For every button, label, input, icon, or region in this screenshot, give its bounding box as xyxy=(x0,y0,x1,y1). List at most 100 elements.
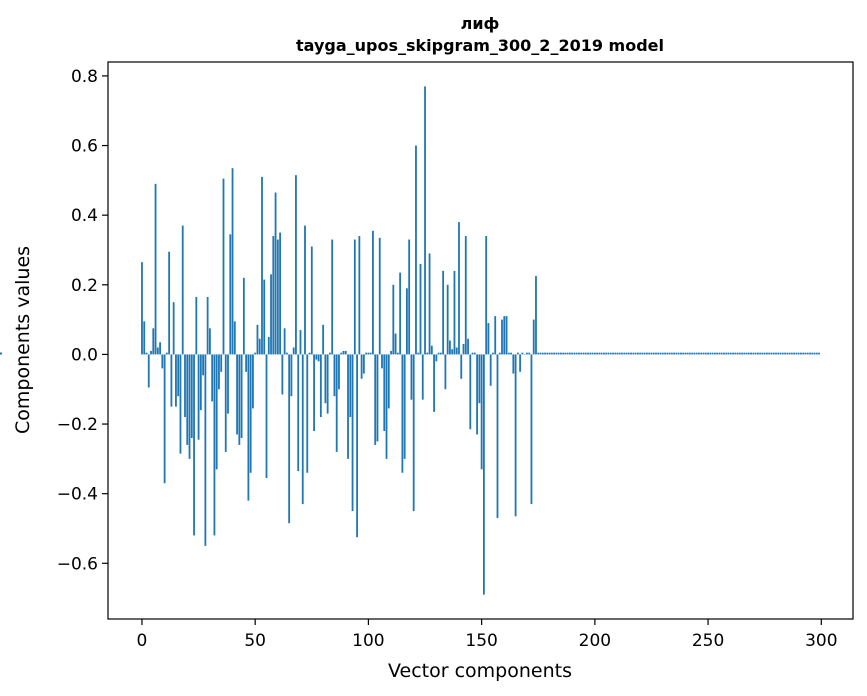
bar-25 xyxy=(197,354,200,440)
bar-266 xyxy=(743,352,746,355)
bar-208 xyxy=(612,352,614,355)
bar-180 xyxy=(548,352,551,355)
bar-220 xyxy=(639,352,642,355)
bar-91 xyxy=(347,354,349,459)
bar-10 xyxy=(163,354,166,484)
bar-219 xyxy=(636,352,639,355)
bar-281 xyxy=(777,352,780,355)
bar-118 xyxy=(408,239,411,355)
bar-106 xyxy=(381,354,383,369)
bar-234 xyxy=(670,352,673,355)
bar-19 xyxy=(184,354,186,418)
bar-197 xyxy=(587,352,589,355)
bar-269 xyxy=(750,352,752,355)
bar-188 xyxy=(566,352,569,355)
bar-150 xyxy=(480,354,483,470)
bar-43 xyxy=(238,354,241,445)
bar-232 xyxy=(666,352,669,355)
y-tick-label: −0.4 xyxy=(57,485,98,505)
x-tick-label: 200 xyxy=(579,631,611,651)
bar-207 xyxy=(609,352,612,355)
x-tick-label: 300 xyxy=(805,631,837,651)
bar-174 xyxy=(535,276,537,355)
bar-196 xyxy=(584,352,587,355)
bar-112 xyxy=(394,333,397,355)
bar-137 xyxy=(451,349,454,355)
chart-title: лиф xyxy=(461,14,500,33)
bar-189 xyxy=(569,352,571,355)
bar-54 xyxy=(263,279,266,355)
bar-39 xyxy=(229,234,232,355)
bar-164 xyxy=(512,354,515,374)
bar-110 xyxy=(390,350,392,355)
bar-279 xyxy=(772,352,775,355)
bar-57 xyxy=(270,274,272,355)
bar-26 xyxy=(199,354,202,411)
bar-209 xyxy=(614,352,617,355)
bar-35 xyxy=(220,354,223,372)
bar-86 xyxy=(335,354,338,452)
bar-122 xyxy=(417,352,420,355)
x-tick-label: 100 xyxy=(352,631,384,651)
bar-32 xyxy=(213,354,216,536)
bar-111 xyxy=(392,284,395,355)
bar-258 xyxy=(725,352,728,355)
bar-248 xyxy=(702,352,705,355)
bar-264 xyxy=(738,352,741,355)
bar-286 xyxy=(788,352,791,355)
bar-239 xyxy=(682,352,685,355)
bar-261 xyxy=(732,352,734,355)
bar-245 xyxy=(695,352,698,355)
bar-159 xyxy=(501,319,503,355)
bar-114 xyxy=(399,272,402,355)
bar-134 xyxy=(444,354,447,390)
bar-204 xyxy=(603,352,605,355)
bar-21 xyxy=(188,354,191,459)
bar-90 xyxy=(344,350,347,355)
bar-235 xyxy=(673,352,676,355)
bar-296 xyxy=(811,352,814,355)
bar-149 xyxy=(478,354,481,404)
bar-238 xyxy=(680,352,682,355)
y-tick-label: −0.6 xyxy=(57,554,98,574)
bar-283 xyxy=(781,352,784,355)
bar-6 xyxy=(154,183,157,355)
bar-85 xyxy=(333,354,336,397)
bar-31 xyxy=(211,354,214,402)
bar-56 xyxy=(267,337,270,355)
bar-178 xyxy=(544,352,546,355)
bar-121 xyxy=(415,145,417,355)
bar-46 xyxy=(245,354,248,372)
bar-49 xyxy=(252,354,254,409)
bar-87 xyxy=(338,354,340,390)
bar-278 xyxy=(770,352,773,355)
bar-161 xyxy=(505,316,508,355)
bar-230 xyxy=(661,352,664,355)
bar-65 xyxy=(288,354,291,524)
bar-206 xyxy=(607,352,610,355)
bar-127 xyxy=(428,253,431,355)
bar-215 xyxy=(627,352,630,355)
bar-213 xyxy=(623,352,626,355)
bar-36 xyxy=(222,178,225,355)
bar-194 xyxy=(580,352,583,355)
chart-subtitle: tayga_upos_skipgram_300_2_2019 model xyxy=(296,36,664,55)
bar-152 xyxy=(485,236,488,355)
bar-263 xyxy=(736,352,739,355)
bar-200 xyxy=(593,352,596,355)
bar-228 xyxy=(657,352,660,355)
bar-214 xyxy=(625,352,628,355)
bar-148 xyxy=(476,354,479,435)
bar-129 xyxy=(433,354,435,412)
bar-93 xyxy=(351,354,354,512)
bar-260 xyxy=(729,352,732,355)
bar-177 xyxy=(541,352,544,355)
bar-243 xyxy=(691,352,694,355)
bar-16 xyxy=(177,354,180,397)
x-axis-ticks: 0 50 100 150 200 250 300 xyxy=(137,619,838,651)
bar-82 xyxy=(326,354,329,414)
bar-244 xyxy=(693,352,696,355)
bar-23 xyxy=(193,354,195,536)
bar-288 xyxy=(793,352,796,355)
bar-147 xyxy=(473,352,476,355)
